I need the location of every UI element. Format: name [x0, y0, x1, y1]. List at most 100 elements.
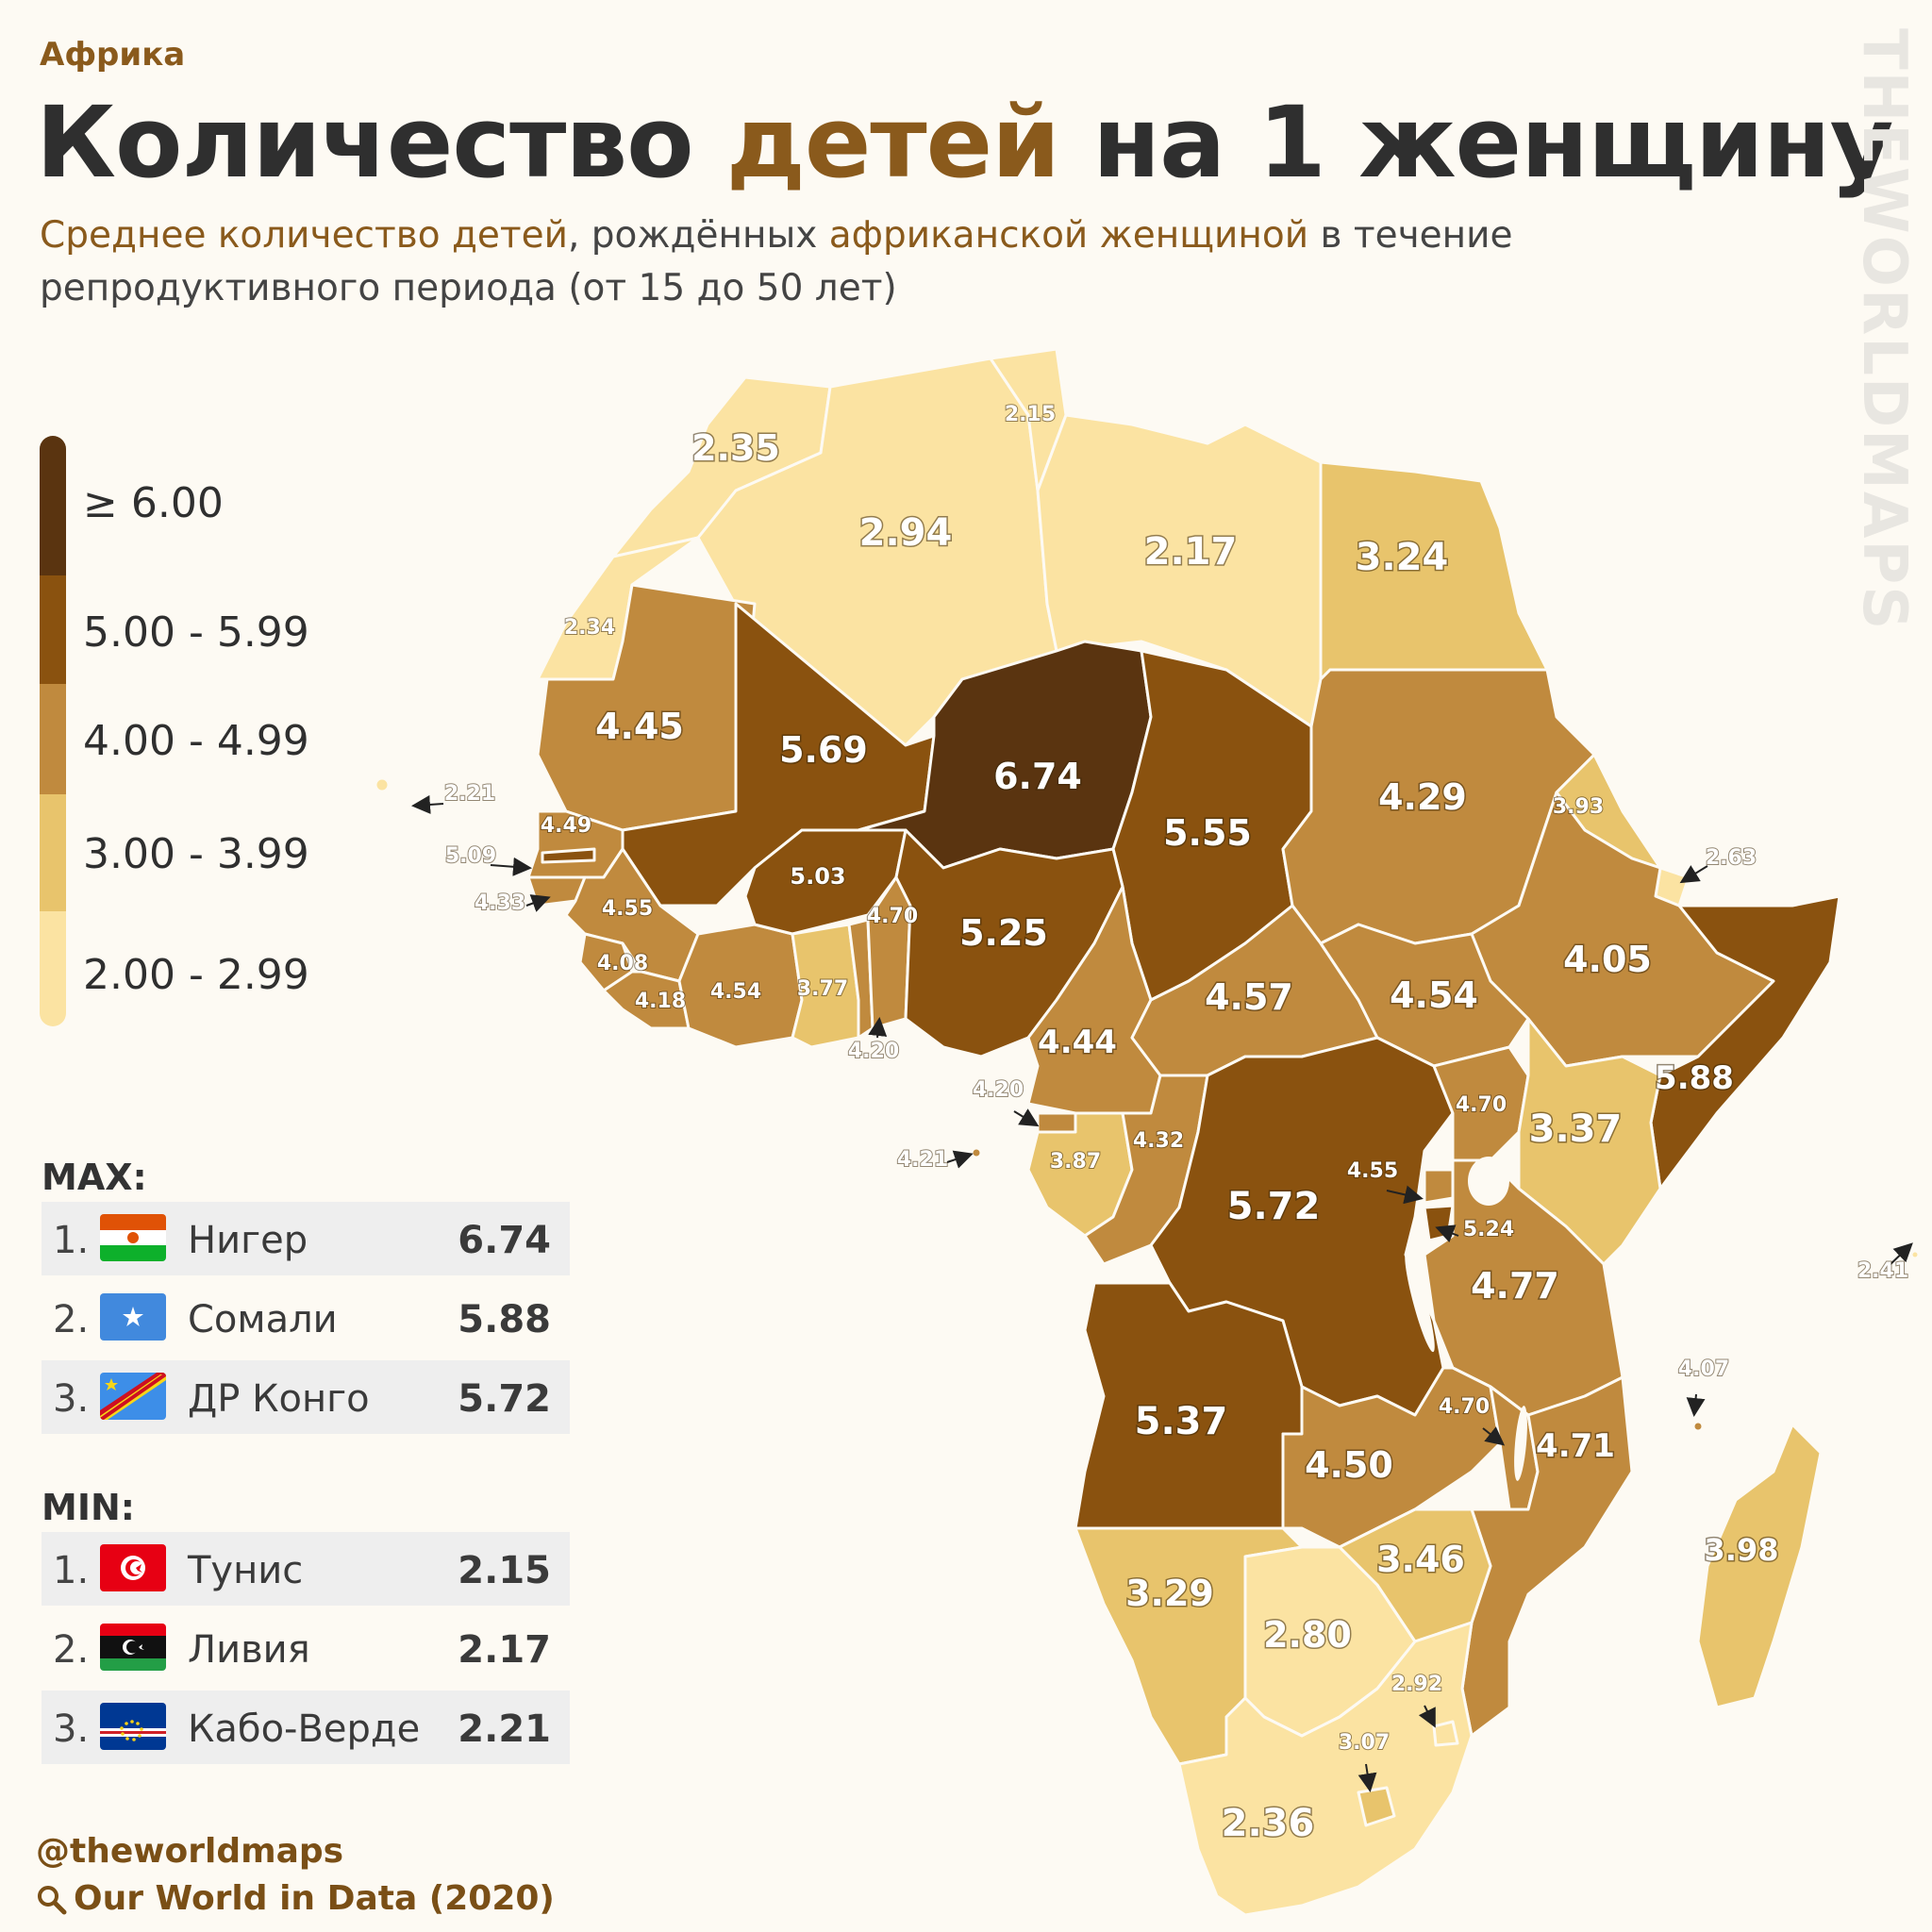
country-south-africa — [1177, 1621, 1474, 1917]
map-value-label: 4.44 — [1038, 1024, 1117, 1061]
country-value: 5.88 — [458, 1298, 551, 1341]
title-part-1: Количество — [36, 85, 726, 200]
map-value-label: 3.07 — [1339, 1731, 1390, 1755]
author-handle: @theworldmaps — [36, 1832, 344, 1871]
map-value-label: 5.37 — [1135, 1400, 1228, 1443]
country-south-sudan — [1319, 923, 1530, 1068]
country-name: ДР Конго — [188, 1377, 370, 1421]
legend-label-3: 3.00 - 3.99 — [83, 830, 309, 878]
map-value-label: 4.55 — [1347, 1159, 1398, 1183]
map-value-label: 4.70 — [1439, 1395, 1490, 1419]
country-madagascar — [1696, 1423, 1823, 1709]
lake-victoria — [1468, 1157, 1509, 1206]
map-value-label: 4.07 — [1678, 1357, 1729, 1381]
country-lesotho — [1357, 1786, 1396, 1827]
page-title: Количество детей на 1 женщину — [36, 85, 1893, 200]
watermark: THEWORLDMAPS — [1849, 28, 1919, 632]
min-row: 3. Кабо-Верде 2.21 — [42, 1690, 570, 1764]
map-value-label: 5.69 — [779, 729, 868, 771]
callout-arrows — [411, 794, 1913, 1792]
max-row: 3. ДР Конго 5.72 — [42, 1360, 570, 1434]
map-value-label: 4.55 — [602, 897, 653, 921]
tunisia-flag-icon — [100, 1544, 166, 1591]
country-togo — [847, 918, 874, 1040]
country-gambia — [541, 847, 596, 864]
min-title: MIN: — [42, 1487, 135, 1528]
country-value: 5.72 — [458, 1377, 551, 1421]
country-name: Ливия — [188, 1628, 310, 1672]
libya-flag-icon — [100, 1624, 166, 1671]
arrow-guinea-bissau — [525, 894, 551, 912]
map-value-label: 3.93 — [1553, 795, 1604, 819]
map-value-label: 4.18 — [635, 990, 686, 1013]
map-value-label: 4.49 — [541, 814, 591, 838]
arrow-seychelles — [1888, 1242, 1913, 1267]
legend-swatch-5 — [40, 575, 66, 684]
map-value-label: 4.20 — [973, 1078, 1024, 1102]
country-value: 2.15 — [458, 1549, 551, 1592]
rank-number: 3. — [53, 1707, 90, 1751]
legend-label-2: 2.00 - 2.99 — [83, 951, 309, 999]
map-value-label: 2.17 — [1144, 530, 1238, 574]
map-value-label: 2.94 — [859, 511, 953, 555]
map-value-label: 4.45 — [595, 706, 684, 747]
subtitle-accent-1: Среднее количество детей — [40, 214, 568, 257]
arrow-benin — [868, 1017, 888, 1039]
map-value-label: 2.15 — [1005, 403, 1056, 426]
legend-label-4: 4.00 - 4.99 — [83, 717, 309, 765]
region-label: Африка — [40, 36, 186, 74]
map-value-label: 2.63 — [1706, 846, 1757, 870]
country-value: 2.17 — [458, 1628, 551, 1672]
map-value-label: 5.24 — [1463, 1218, 1514, 1241]
country-shapes — [374, 347, 1921, 1917]
max-row: 2. Сомали 5.88 — [42, 1281, 570, 1355]
arrow-djibouti — [1679, 865, 1708, 884]
subtitle-mid-2: в течение репродуктивного периода (от 15… — [40, 214, 1513, 309]
legend-swatch-3 — [40, 794, 66, 911]
rank-number: 1. — [53, 1219, 90, 1262]
subtitle-mid-1: , рождённых — [567, 214, 829, 257]
map-value-label: 2.21 — [444, 782, 495, 806]
arrow-lesotho — [1357, 1763, 1377, 1792]
map-value-label: 2.36 — [1222, 1802, 1315, 1845]
arrow-gambia — [490, 857, 532, 876]
map-value-label: 5.03 — [790, 863, 845, 890]
map-value-label: 4.70 — [867, 905, 918, 928]
arrow-malawi — [1482, 1426, 1506, 1446]
arrow-rwanda — [1386, 1185, 1424, 1205]
country-eswatini — [1432, 1720, 1459, 1747]
map-value-label: 5.09 — [445, 844, 496, 868]
map-value-label: 6.74 — [993, 756, 1082, 797]
rank-number: 3. — [53, 1377, 90, 1421]
page-subtitle: Среднее количество детей, рождённых афри… — [40, 209, 1643, 315]
map-value-label: 4.50 — [1305, 1444, 1393, 1486]
map-value-label: 4.21 — [897, 1148, 948, 1172]
niger-flag-icon — [100, 1214, 166, 1261]
country-name: Тунис — [188, 1549, 304, 1592]
legend-color-bar — [40, 436, 66, 1026]
country-seychelles — [1909, 1249, 1921, 1260]
legend-swatch-4 — [40, 684, 66, 794]
country-equatorial-guinea — [1036, 1111, 1077, 1134]
min-row: 1. Тунис 2.15 — [42, 1532, 570, 1606]
map-value-label: 3.37 — [1529, 1108, 1623, 1151]
legend-swatch-6plus — [40, 436, 66, 575]
map-value-label: 2.35 — [691, 427, 780, 469]
country-sao-tome — [970, 1146, 983, 1159]
map-value-label: 4.29 — [1378, 776, 1467, 818]
map-value-label: 3.24 — [1356, 536, 1449, 579]
arrow-comoros — [1686, 1393, 1706, 1417]
country-name: Кабо-Верде — [188, 1707, 421, 1751]
lakes — [1405, 1157, 1527, 1481]
map-value-label: 3.77 — [797, 977, 848, 1001]
map-value-label: 5.55 — [1163, 812, 1252, 854]
country-burundi — [1423, 1204, 1455, 1242]
lake-tanganyika — [1405, 1251, 1435, 1353]
map-value-label: 4.54 — [1390, 974, 1478, 1016]
map-value-label: 4.57 — [1205, 976, 1293, 1018]
lake-malawi — [1514, 1406, 1527, 1481]
cape-verde-flag-icon — [100, 1703, 166, 1750]
map-value-label: 2.34 — [564, 616, 615, 640]
country-rwanda — [1423, 1168, 1455, 1205]
